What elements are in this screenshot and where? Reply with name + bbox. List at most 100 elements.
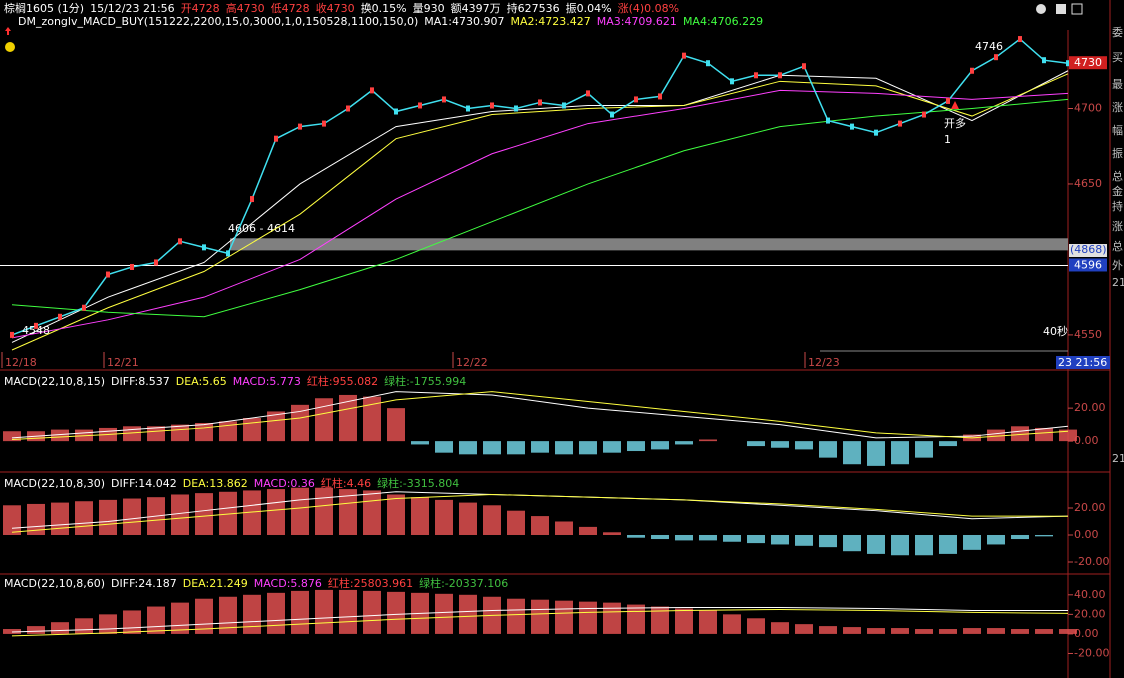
- range-band: [230, 238, 1068, 251]
- macd-bar: [651, 441, 669, 450]
- ma-line: [11, 70, 1069, 343]
- header-item: DIFF:14.042: [111, 477, 177, 490]
- y-tick-label: 40.00: [1074, 588, 1106, 601]
- toolbar-icon[interactable]: [1071, 3, 1083, 15]
- y-tick-label: 20.00: [1074, 401, 1106, 414]
- macd-bar: [771, 622, 789, 634]
- macd-bar: [939, 629, 957, 634]
- macd-bar: [411, 441, 429, 445]
- price-marker: [442, 96, 446, 103]
- toolbar-icon[interactable]: [1036, 4, 1046, 14]
- macd-bar: [627, 604, 645, 634]
- header-item: 持627536: [506, 2, 560, 15]
- macd-bar: [555, 441, 573, 455]
- macd-bar: [219, 491, 237, 535]
- macd-bar: [459, 441, 477, 455]
- macd-bar: [51, 429, 69, 442]
- macd-bar: [483, 441, 501, 455]
- macd-header: MACD(22,10,8,30) DIFF:14.042 DEA:13.862 MAC…: [4, 477, 465, 490]
- arrow-icon: [5, 27, 11, 35]
- time-label: 23 21:56: [1058, 356, 1107, 369]
- date-label: 12/21: [107, 356, 139, 369]
- macd-bar: [915, 441, 933, 458]
- price-marker: [82, 304, 86, 311]
- price-marker: [226, 250, 230, 257]
- smiley-icon: [5, 42, 15, 52]
- macd-bar: [507, 510, 525, 535]
- macd-bar: [411, 497, 429, 535]
- macd-bar: [195, 493, 213, 535]
- macd-bar: [603, 602, 621, 634]
- macd-bar: [435, 441, 453, 453]
- macd-bar: [627, 441, 645, 452]
- macd-bar: [1059, 429, 1077, 442]
- header-item: 15/12/23 21:56: [90, 2, 175, 15]
- header-item: 红柱:955.082: [306, 375, 379, 388]
- hold-label-bg: [1069, 244, 1107, 257]
- macd-bar: [147, 606, 165, 634]
- header-item: DIFF:8.537: [111, 375, 170, 388]
- toolbar-icon[interactable]: [1056, 4, 1066, 14]
- y-tick-label: 0.00: [1074, 528, 1099, 541]
- macd-bar: [867, 628, 885, 634]
- ma-line: [11, 73, 1069, 351]
- price-marker: [922, 111, 926, 118]
- price-marker: [874, 129, 878, 136]
- macd-bar: [963, 628, 981, 634]
- macd-bar: [171, 494, 189, 535]
- range-band-label: 4606 - 4614: [228, 222, 295, 235]
- macd-bar: [915, 534, 933, 556]
- price-marker: [994, 54, 998, 61]
- macd-bar: [675, 441, 693, 445]
- price-marker: [610, 111, 614, 118]
- buy-signal: [951, 101, 959, 109]
- side-label: 21: [1112, 452, 1124, 465]
- macd-bar: [555, 521, 573, 535]
- header-item: 棕榈1605 (1分): [4, 2, 85, 15]
- macd-bar: [99, 614, 117, 634]
- macd-bar: [435, 593, 453, 634]
- macd-bar: [171, 602, 189, 634]
- y-tick-label: 20.00: [1074, 501, 1106, 514]
- price-marker: [466, 105, 470, 112]
- header-item: 换0.15%: [360, 2, 407, 15]
- macd-bar: [291, 590, 309, 634]
- macd-bar: [387, 408, 405, 442]
- price-marker: [298, 123, 302, 130]
- macd-bar: [27, 626, 45, 634]
- header-item: MACD:5.773: [232, 375, 301, 388]
- macd-bar: [387, 591, 405, 634]
- annotation: 1: [944, 133, 951, 146]
- price-marker: [730, 78, 734, 85]
- macd-bar: [1011, 426, 1029, 442]
- side-label: 委: [1112, 26, 1123, 39]
- macd-bar: [723, 614, 741, 634]
- price-marker: [1018, 36, 1022, 43]
- price-marker: [490, 102, 494, 109]
- macd-bar: [1011, 534, 1029, 540]
- macd-bar: [699, 534, 717, 541]
- date-label: 12/18: [5, 356, 37, 369]
- macd-bar: [195, 422, 213, 442]
- price-marker: [802, 63, 806, 70]
- macd-bar: [627, 534, 645, 538]
- macd-bar: [819, 534, 837, 548]
- header-item: 开4728: [180, 2, 220, 15]
- date-label: 12/22: [456, 356, 488, 369]
- date-label: 12/23: [808, 356, 840, 369]
- macd-bar: [315, 398, 333, 442]
- price-marker: [10, 331, 14, 338]
- macd-bar: [483, 505, 501, 535]
- header-item: 收4730: [315, 2, 355, 15]
- macd-bar: [339, 489, 357, 535]
- macd-bar: [747, 534, 765, 544]
- macd-bar: [147, 426, 165, 442]
- macd-bar: [219, 421, 237, 442]
- ma-line: [11, 98, 1069, 318]
- macd-bar: [1011, 629, 1029, 634]
- y-tick-label: 20.00: [1074, 607, 1106, 620]
- time-label-bg: [1056, 356, 1110, 369]
- header-item: 红柱:4.46: [320, 477, 372, 490]
- macd-bar: [795, 534, 813, 546]
- price-marker: [946, 97, 950, 104]
